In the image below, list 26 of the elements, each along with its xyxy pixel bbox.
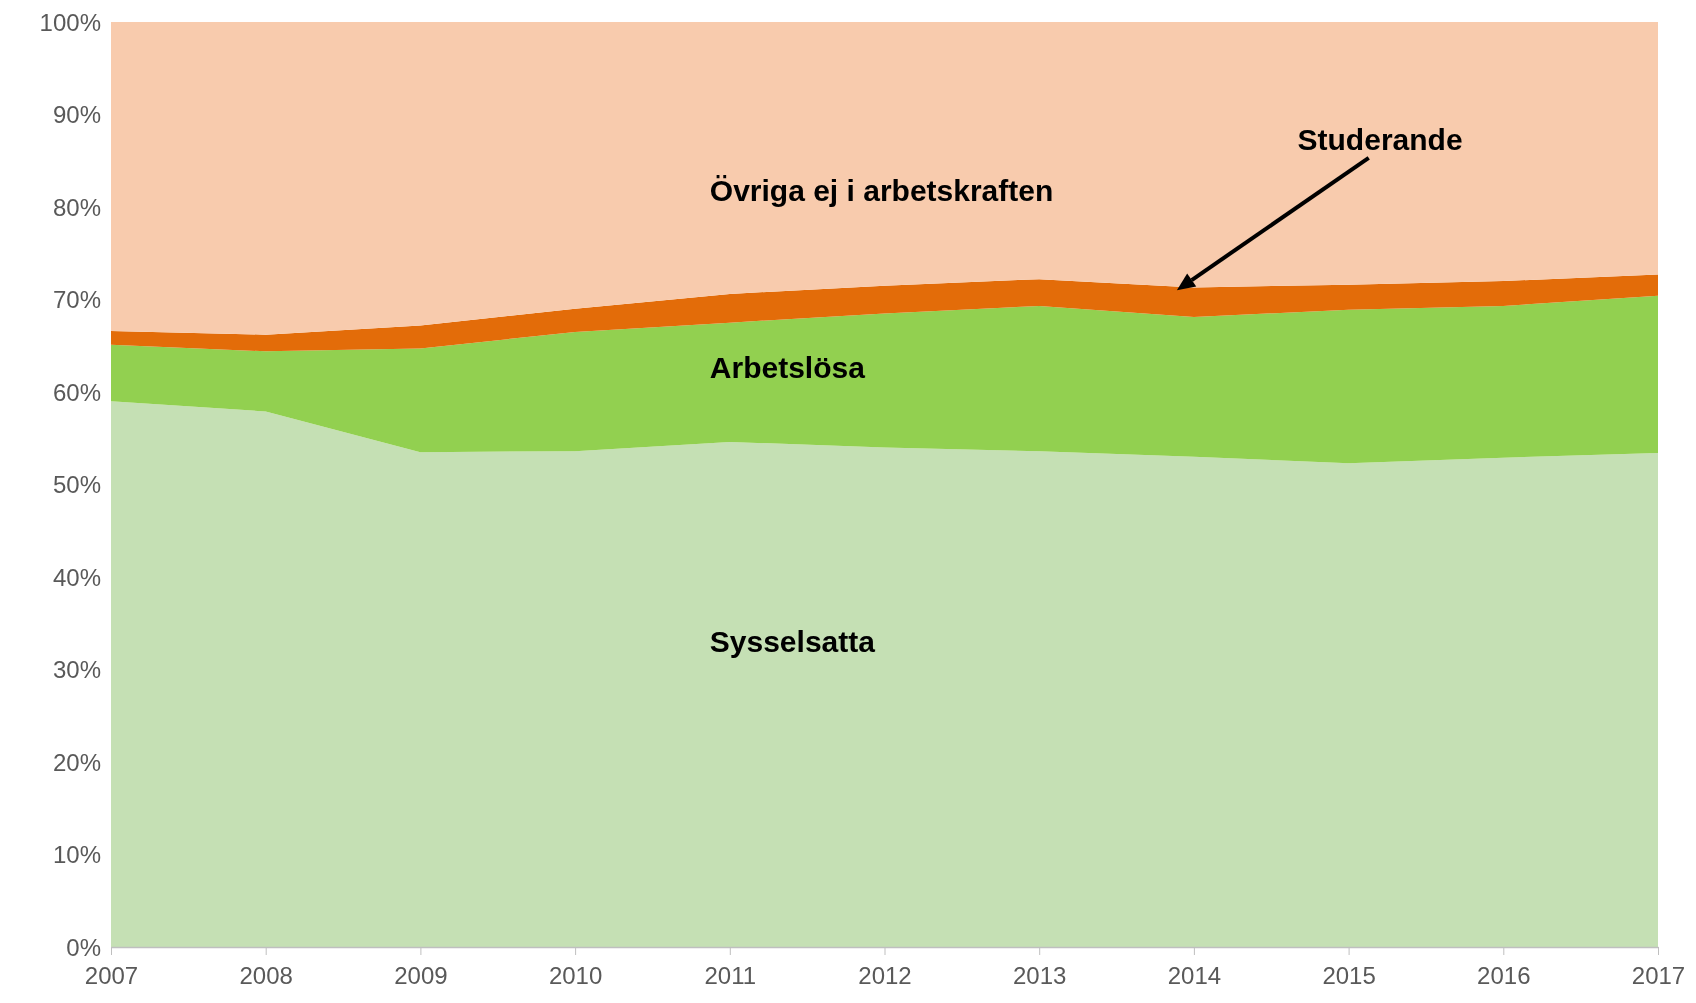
y-tick-label: 20%: [52, 748, 101, 776]
y-tick-label: 90%: [52, 101, 101, 129]
series-label: Övriga ej i arbetskraften: [709, 173, 1054, 207]
y-tick-label: 0%: [66, 933, 101, 961]
x-tick-label: 2007: [84, 962, 139, 990]
y-tick-label: 30%: [52, 656, 101, 684]
x-tick-label: 2009: [394, 962, 448, 990]
x-tick-label: 2017: [1631, 962, 1686, 990]
y-tick-label: 60%: [52, 378, 101, 406]
y-tick-label: 80%: [52, 193, 101, 221]
text: Studerande: [1297, 122, 1463, 156]
series-label: Arbetslösa: [709, 350, 866, 384]
y-tick-label: 100%: [39, 8, 101, 36]
x-tick-label: 2010: [548, 962, 603, 990]
x-tick-label: 2015: [1322, 962, 1376, 990]
y-tick-label: 40%: [52, 563, 101, 591]
x-tick-label: 2008: [239, 962, 293, 990]
y-tick-label: 10%: [52, 841, 101, 869]
x-tick-label: 2011: [704, 962, 757, 990]
series-label: Sysselsatta: [709, 625, 876, 659]
x-tick-label: 2013: [1013, 962, 1067, 990]
x-tick-label: 2016: [1477, 962, 1531, 990]
x-tick-label: 2012: [858, 962, 912, 990]
y-tick-label: 70%: [52, 286, 101, 314]
y-tick-label: 50%: [52, 471, 101, 499]
x-tick-label: 2014: [1167, 962, 1222, 990]
